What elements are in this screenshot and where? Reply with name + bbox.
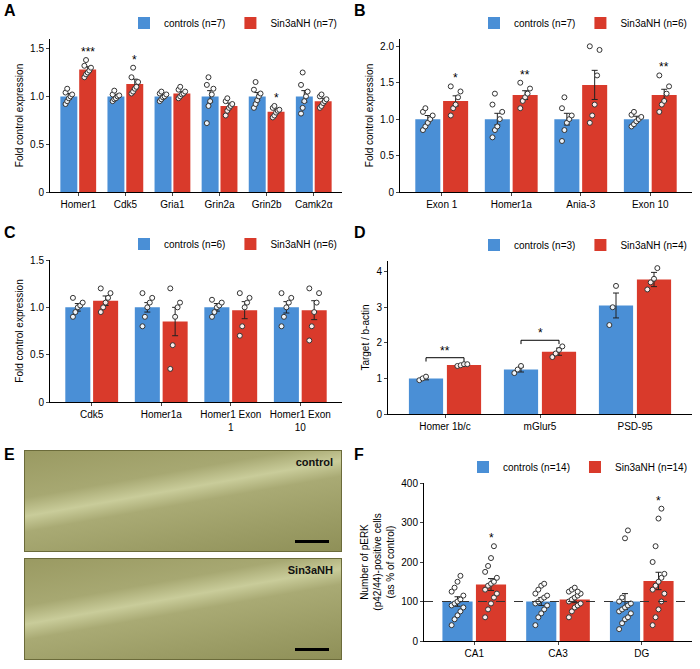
svg-text:Homer1 Exon1: Homer1 Exon1 xyxy=(200,409,261,433)
html-text:F: F xyxy=(354,446,364,463)
svg-text:0: 0 xyxy=(38,397,44,408)
html-text:B: B xyxy=(354,2,366,19)
svg-text:*: * xyxy=(489,531,494,545)
svg-text:Cdk5: Cdk5 xyxy=(114,199,138,210)
svg-text:1.5: 1.5 xyxy=(30,255,44,266)
svg-text:Homer1: Homer1 xyxy=(60,199,96,210)
svg-text:Sin3aNH (n=6): Sin3aNH (n=6) xyxy=(270,239,336,250)
svg-text:Fold control expression: Fold control expression xyxy=(14,64,25,167)
html-text:A: A xyxy=(4,2,16,19)
svg-text:**: ** xyxy=(659,60,669,74)
svg-text:Gria1: Gria1 xyxy=(160,199,185,210)
svg-text:Sin3aNH (n=6): Sin3aNH (n=6) xyxy=(620,18,686,29)
svg-text:3: 3 xyxy=(376,302,382,313)
svg-text:*: * xyxy=(656,494,661,508)
svg-text:0.5: 0.5 xyxy=(380,150,394,161)
svg-text:0: 0 xyxy=(412,636,418,647)
svg-text:Exon 1: Exon 1 xyxy=(426,199,458,210)
svg-text:controls (n=3): controls (n=3) xyxy=(514,240,575,251)
svg-text:***: *** xyxy=(81,45,95,59)
svg-text:300: 300 xyxy=(401,517,418,528)
svg-text:Homer1a: Homer1a xyxy=(141,409,183,420)
svg-text:Grin2b: Grin2b xyxy=(252,199,282,210)
html-text:control: control xyxy=(295,456,333,468)
svg-text:**: ** xyxy=(520,68,530,82)
svg-text:100: 100 xyxy=(401,596,418,607)
svg-text:Cdk5: Cdk5 xyxy=(80,409,104,420)
svg-text:1.0: 1.0 xyxy=(30,91,44,102)
svg-text:Number of pERK(p42/44)-positiv: Number of pERK(p42/44)-positive cells(as… xyxy=(359,513,396,610)
svg-text:mGlur5: mGlur5 xyxy=(524,421,557,432)
svg-text:0.5: 0.5 xyxy=(30,349,44,360)
html-text:C: C xyxy=(4,224,16,241)
svg-text:0: 0 xyxy=(376,409,382,420)
svg-text:controls (n=7): controls (n=7) xyxy=(514,18,575,29)
svg-text:1.5: 1.5 xyxy=(380,77,394,88)
svg-text:200: 200 xyxy=(401,557,418,568)
svg-text:Fold control expression: Fold control expression xyxy=(364,64,375,167)
svg-text:Sin3aNH (n=14): Sin3aNH (n=14) xyxy=(615,462,687,473)
html-text:D: D xyxy=(354,224,366,241)
svg-text:1.5: 1.5 xyxy=(30,43,44,54)
html-text:E: E xyxy=(4,446,15,463)
svg-text:Sin3aNH (n=7): Sin3aNH (n=7) xyxy=(270,18,336,29)
svg-text:**: ** xyxy=(440,344,450,358)
html-text:Sin3aNH: Sin3aNH xyxy=(287,564,333,576)
svg-text:1: 1 xyxy=(376,373,382,384)
svg-text:Sin3aNH (n=4): Sin3aNH (n=4) xyxy=(620,240,686,251)
svg-text:400: 400 xyxy=(401,478,418,489)
svg-text:controls (n=14): controls (n=14) xyxy=(503,462,570,473)
svg-text:Homer1 Exon10: Homer1 Exon10 xyxy=(270,409,331,433)
svg-text:2.0: 2.0 xyxy=(380,41,394,52)
svg-text:Target / b-actin: Target / b-actin xyxy=(360,304,371,370)
svg-text:4: 4 xyxy=(376,266,382,277)
svg-text:*: * xyxy=(538,326,543,340)
svg-text:*: * xyxy=(274,91,279,105)
svg-text:controls (n=7): controls (n=7) xyxy=(164,18,225,29)
svg-text:0: 0 xyxy=(38,187,44,198)
svg-text:0: 0 xyxy=(388,187,394,198)
svg-text:*: * xyxy=(132,53,137,67)
svg-text:Homer1a: Homer1a xyxy=(491,199,533,210)
svg-text:1.0: 1.0 xyxy=(30,302,44,313)
svg-text:0.5: 0.5 xyxy=(30,139,44,150)
svg-text:Homer 1b/c: Homer 1b/c xyxy=(419,421,471,432)
svg-text:1.0: 1.0 xyxy=(380,114,394,125)
svg-text:Grin2a: Grin2a xyxy=(205,199,235,210)
svg-text:Fold control expression: Fold control expression xyxy=(14,279,25,382)
svg-text:*: * xyxy=(453,71,458,85)
svg-text:CA1: CA1 xyxy=(465,648,485,659)
svg-text:controls (n=6): controls (n=6) xyxy=(164,239,225,250)
svg-text:Camk2α: Camk2α xyxy=(295,199,333,210)
svg-text:2: 2 xyxy=(376,337,382,348)
svg-text:CA3: CA3 xyxy=(548,648,568,659)
svg-text:PSD-95: PSD-95 xyxy=(617,421,652,432)
svg-text:DG: DG xyxy=(634,648,649,659)
svg-text:Exon 10: Exon 10 xyxy=(632,199,669,210)
svg-text:Ania-3: Ania-3 xyxy=(566,199,595,210)
